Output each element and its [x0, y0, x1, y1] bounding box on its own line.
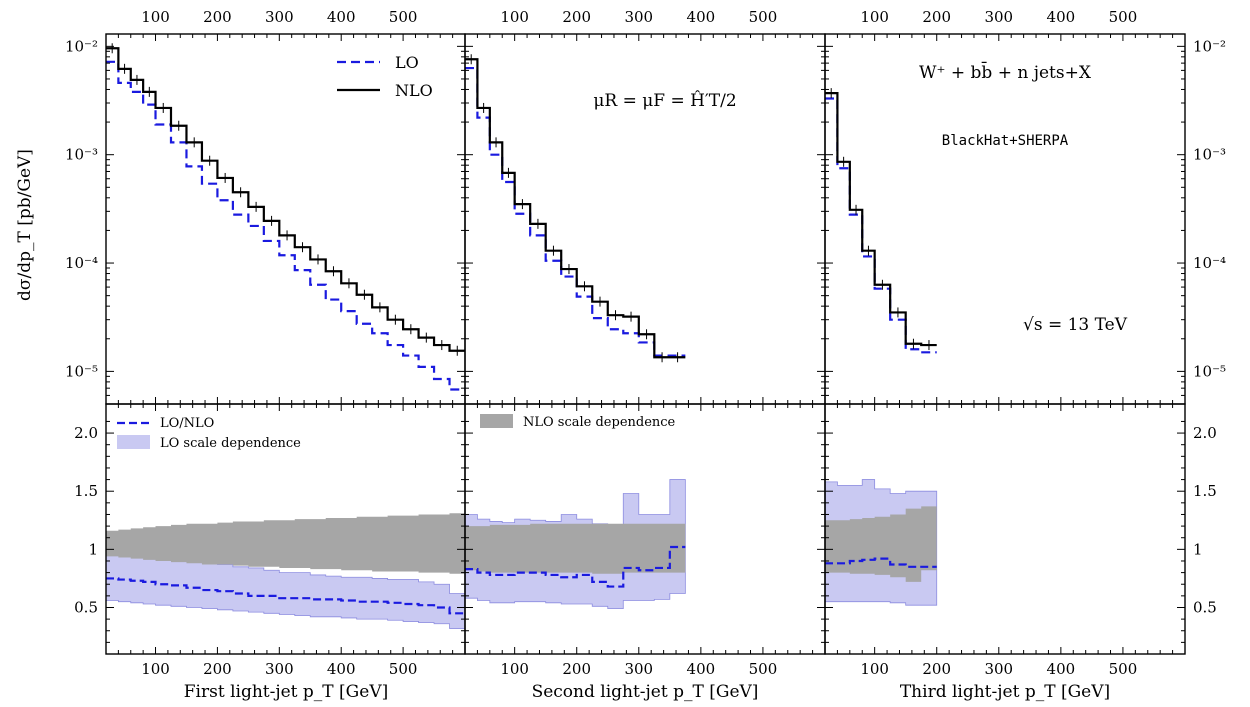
- ratio-y-tick-label-left: 0.5: [74, 598, 98, 616]
- lo-nlo-ratio-line-panel-1: [106, 577, 465, 615]
- x-tick-label-bottom: 100: [500, 660, 529, 678]
- x-tick-label-bottom: 200: [562, 660, 591, 678]
- x-tick-label-top: 200: [203, 8, 232, 26]
- x-tick-label-bottom: 200: [922, 660, 951, 678]
- x-tick-label-bottom: 500: [1109, 660, 1138, 678]
- x-tick-label-top: 100: [860, 8, 889, 26]
- lo-distribution-panel-3: [825, 97, 937, 354]
- legend-lo-band-swatch: [117, 435, 150, 449]
- x-tick-label-bottom: 300: [624, 660, 653, 678]
- x-tick-label-bottom: 100: [141, 660, 170, 678]
- x-axis-title-panel-3: Third light-jet p_T [GeV]: [900, 682, 1110, 702]
- ratio-y-tick-label-left: 1: [88, 540, 98, 558]
- scale-bands: [105, 479, 938, 629]
- ratio-frame-panel-3: [824, 403, 1186, 655]
- x-tick-label-top: 400: [327, 8, 356, 26]
- series-lines: [106, 43, 937, 615]
- ratio-y-tick-label-right: 1: [1193, 540, 1203, 558]
- y-tick-label-right: 10⁻⁴: [1193, 254, 1226, 272]
- ratio-y-tick-label-right: 1.5: [1193, 482, 1217, 500]
- program-label: BlackHat+SHERPA: [942, 133, 1069, 149]
- distribution-frame-panel-2: [464, 33, 826, 405]
- legend-nlo-label: NLO: [395, 81, 433, 100]
- x-tick-label-bottom: 100: [860, 660, 889, 678]
- x-tick-label-bottom: 200: [203, 660, 232, 678]
- scale-choice-label: μR = μF = Ĥ′T/2: [593, 90, 736, 111]
- y-tick-label-left: 10⁻⁴: [65, 254, 98, 272]
- y-tick-label-right: 10⁻³: [1193, 146, 1226, 164]
- legend-nlo-band-label: NLO scale dependence: [523, 415, 676, 430]
- legend-lo-nlo-label: LO/NLO: [160, 416, 214, 431]
- panel-frames: [105, 33, 1186, 655]
- lo-distribution-panel-1: [106, 60, 465, 391]
- ratio-y-tick-label-left: 1.5: [74, 482, 98, 500]
- x-tick-label-top: 300: [984, 8, 1013, 26]
- nlo-scale-band-panel-1: [106, 513, 465, 574]
- x-tick-label-top: 500: [749, 8, 778, 26]
- legend-nlo-band-swatch: [480, 414, 513, 428]
- legend-lo-label: LO: [395, 53, 419, 72]
- y-tick-label-left: 10⁻²: [65, 37, 98, 55]
- x-tick-label-top: 500: [389, 8, 418, 26]
- x-tick-label-top: 100: [500, 8, 529, 26]
- x-tick-label-top: 200: [922, 8, 951, 26]
- ratio-y-tick-label-right: 0.5: [1193, 598, 1217, 616]
- x-tick-label-top: 300: [265, 8, 294, 26]
- nlo-distribution-panel-3: [825, 92, 937, 347]
- axis-ticks: 100 100 200 200 300 300 400 400 500 500 100 100 200 2…: [65, 8, 1226, 678]
- nlo-distribution-panel-2: [465, 58, 686, 359]
- x-tick-label-bottom: 500: [389, 660, 418, 678]
- x-tick-label-bottom: 300: [984, 660, 1013, 678]
- x-tick-label-top: 400: [687, 8, 716, 26]
- y-axis-title: dσ/dp_T [pb/GeV]: [15, 149, 35, 301]
- x-tick-label-top: 200: [562, 8, 591, 26]
- x-tick-label-top: 400: [1047, 8, 1076, 26]
- x-tick-label-bottom: 400: [687, 660, 716, 678]
- x-tick-label-top: 100: [141, 8, 170, 26]
- y-tick-label-right: 10⁻²: [1193, 37, 1226, 55]
- x-tick-label-top: 300: [624, 8, 653, 26]
- ratio-y-tick-label-left: 2.0: [74, 424, 98, 442]
- nlo-scale-band-panel-3: [825, 506, 937, 582]
- nlo-distribution-panel-1: [106, 47, 465, 352]
- lo-nlo-ratio-line-panel-2: [465, 545, 686, 588]
- x-tick-label-bottom: 300: [265, 660, 294, 678]
- y-tick-label-left: 10⁻³: [65, 146, 98, 164]
- y-tick-label-right: 10⁻⁵: [1193, 362, 1226, 380]
- x-tick-label-top: 500: [1109, 8, 1138, 26]
- x-axis-title-panel-2: Second light-jet p_T [GeV]: [532, 682, 759, 702]
- nlo-scale-band-panel-2: [465, 523, 686, 574]
- process-label: W⁺ + bb̄ + n jets+X: [919, 60, 1092, 83]
- x-axis-title-panel-1: First light-jet p_T [GeV]: [184, 682, 388, 702]
- lo-distribution-panel-2: [465, 66, 686, 357]
- x-tick-label-bottom: 500: [749, 660, 778, 678]
- ratio-legend: LO/NLO LO scale dependence NLO scale dep…: [117, 414, 676, 451]
- legend-lo-band-label: LO scale dependence: [160, 436, 301, 451]
- top-legend: LO NLO: [337, 53, 433, 100]
- ratio-y-tick-label-right: 2.0: [1193, 424, 1217, 442]
- distribution-frame-panel-3: [824, 33, 1186, 405]
- x-tick-label-bottom: 400: [327, 660, 356, 678]
- y-tick-label-left: 10⁻⁵: [65, 362, 98, 380]
- energy-label: √s = 13 TeV: [1023, 315, 1128, 335]
- x-tick-label-bottom: 400: [1047, 660, 1076, 678]
- lo-nlo-ratio-line-panel-3: [825, 557, 937, 568]
